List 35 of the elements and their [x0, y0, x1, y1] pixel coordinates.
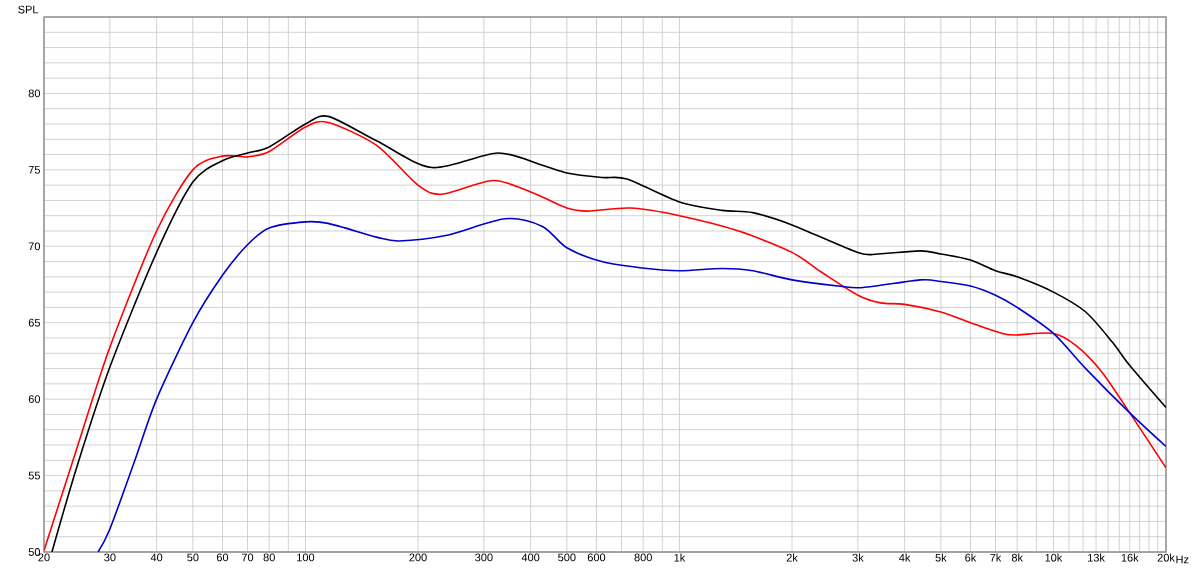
x-tick-label: 7k — [990, 553, 1002, 562]
x-tick-label: 40 — [150, 553, 163, 562]
y-axis-title: SPL — [18, 5, 39, 14]
x-tick-label: 300 — [475, 553, 493, 562]
x-tick-label: 600 — [587, 553, 606, 562]
y-tick-label: 75 — [28, 166, 40, 174]
y-tick-label: 70 — [28, 242, 41, 251]
y-tick-label: 65 — [28, 318, 40, 327]
x-tick-label: 100 — [297, 553, 315, 562]
x-tick-label: 6k — [965, 553, 977, 562]
x-tick-label: 16k — [1121, 553, 1139, 562]
x-tick-label: 60 — [216, 553, 229, 562]
y-tick-label: 80 — [28, 89, 41, 98]
x-tick-label: 4k — [899, 553, 911, 562]
x-tick-label: 800 — [634, 553, 652, 562]
x-tick-label: 13k — [1088, 553, 1105, 562]
y-tick-label: 55 — [28, 471, 40, 480]
y-tick-label: 50 — [28, 548, 41, 556]
x-tick-label: 50 — [187, 553, 199, 562]
x-tick-label: 400 — [521, 553, 540, 562]
x-tick-label: 20k — [1157, 553, 1175, 562]
x-axis-title: Hz — [1176, 555, 1189, 564]
x-tick-label: 70 — [241, 553, 254, 562]
x-tick-label: 200 — [409, 553, 427, 562]
x-tick-label: 30 — [104, 553, 116, 562]
x-tick-label: 500 — [558, 553, 576, 562]
x-tick-label: 2k — [786, 553, 798, 562]
x-tick-label: 20 — [38, 553, 50, 562]
x-tick-label: 80 — [263, 553, 275, 562]
x-tick-label: 5k — [935, 553, 947, 562]
x-tick-label: 1k — [674, 553, 686, 562]
x-tick-label: 8k — [1011, 553, 1024, 562]
x-tick-label: 3k — [852, 553, 864, 562]
y-tick-label: 60 — [28, 395, 41, 404]
x-tick-label: 10k — [1045, 553, 1063, 562]
